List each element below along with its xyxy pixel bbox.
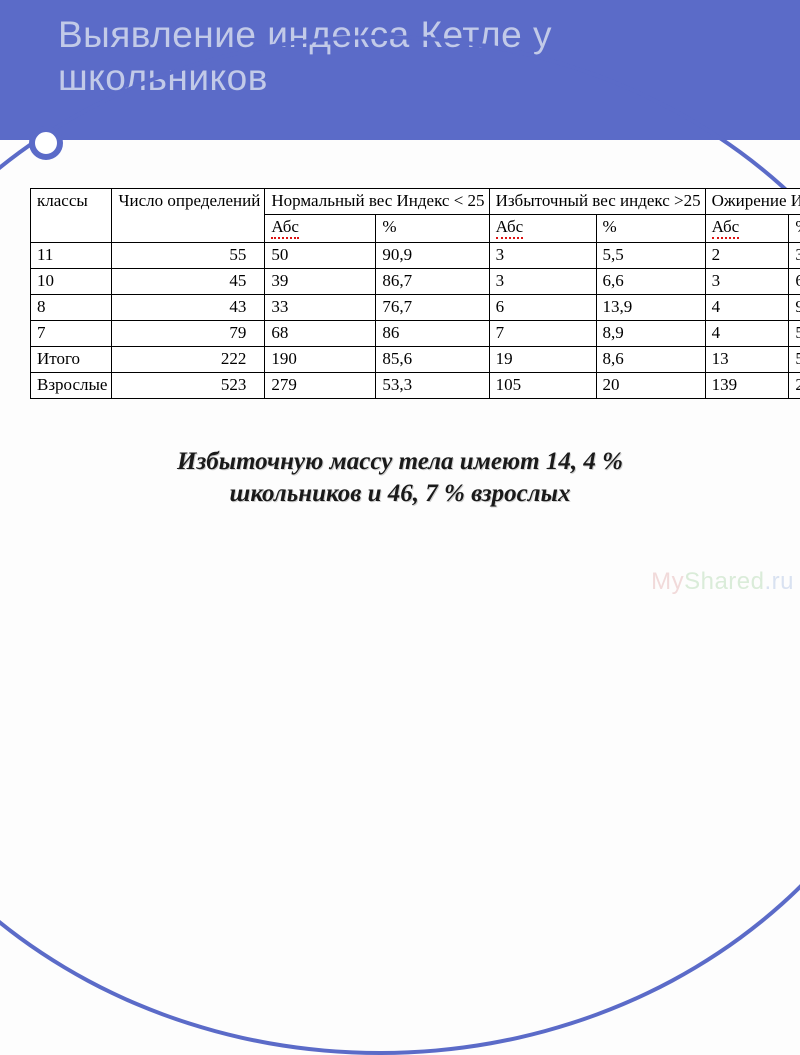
summary-line-1: Избыточную массу тела имеют 14, 4 % [177, 448, 623, 475]
watermark-part: Shared [684, 568, 764, 595]
table-cell: 6,6 [596, 269, 705, 295]
table-cell: 10 [31, 269, 112, 295]
table-cell: 76,7 [376, 295, 489, 321]
table-cell: 3 [705, 269, 789, 295]
table-cell: 20 [596, 373, 705, 399]
table-cell: Итого [31, 347, 112, 373]
table-cell: 86,7 [376, 269, 489, 295]
pct-label: % [596, 215, 705, 243]
table-cell: 3 [489, 243, 596, 269]
slide: Выявление индекса Кетле у школьников кла… [0, 0, 800, 600]
table-cell: 6,6 [789, 269, 800, 295]
table-cell: 8 [31, 295, 112, 321]
data-table-wrap: классы Число определений Нормальный вес … [30, 188, 766, 399]
table-cell: 7 [489, 321, 596, 347]
table-cell: 190 [265, 347, 376, 373]
col-normal: Нормальный вес Индекс < 25 [265, 189, 489, 215]
table-cell: 8,9 [596, 321, 705, 347]
table-cell: 33 [265, 295, 376, 321]
pct-label: % [376, 215, 489, 243]
table-cell: 79 [112, 321, 265, 347]
table-header-row-1: классы Число определений Нормальный вес … [31, 189, 800, 215]
table-row: 11555090,935,523,6 [31, 243, 800, 269]
table-cell: 222 [112, 347, 265, 373]
table-cell: 85,6 [376, 347, 489, 373]
table-cell: 105 [489, 373, 596, 399]
watermark: MyShared.ru [651, 568, 794, 596]
table-cell: 523 [112, 373, 265, 399]
table-cell: 55 [112, 243, 265, 269]
col-obese: Ожирение Индекс>30 [705, 189, 800, 215]
col-count: Число определений [112, 189, 265, 243]
table-cell: 5,5 [596, 243, 705, 269]
pct-label: % [789, 215, 800, 243]
bmi-table: классы Число определений Нормальный вес … [30, 188, 800, 399]
table-cell: 43 [112, 295, 265, 321]
abs-label: Абс [265, 215, 376, 243]
table-cell: 4 [705, 321, 789, 347]
table-cell: 39 [265, 269, 376, 295]
table-cell: 279 [265, 373, 376, 399]
abs-label: Абс [705, 215, 789, 243]
abs-label: Абс [489, 215, 596, 243]
table-row: 8433376,7613,949,3 [31, 295, 800, 321]
table-cell: 5,1 [789, 321, 800, 347]
table-cell: 5,8 [789, 347, 800, 373]
table-cell: 2 [705, 243, 789, 269]
watermark-part: .ru [764, 568, 794, 595]
table-cell: 53,3 [376, 373, 489, 399]
table-row: 779688678,945,1 [31, 321, 800, 347]
table-cell: 86 [376, 321, 489, 347]
table-cell: 50 [265, 243, 376, 269]
table-cell: 4 [705, 295, 789, 321]
table-cell: 3 [489, 269, 596, 295]
table-cell: 139 [705, 373, 789, 399]
watermark-part: My [651, 568, 684, 595]
table-cell: Взрослые [31, 373, 112, 399]
table-row: Итого22219085,6198,6135,8 [31, 347, 800, 373]
table-cell: 13 [705, 347, 789, 373]
col-classes: классы [31, 189, 112, 243]
table-cell: 26,7 [789, 373, 800, 399]
table-cell: 13,9 [596, 295, 705, 321]
table-cell: 68 [265, 321, 376, 347]
table-cell: 19 [489, 347, 596, 373]
table-cell: 7 [31, 321, 112, 347]
table-row: Взрослые52327953,31052013926,7 [31, 373, 800, 399]
table-cell: 6 [489, 295, 596, 321]
table-cell: 3,6 [789, 243, 800, 269]
table-cell: 90,9 [376, 243, 489, 269]
table-cell: 45 [112, 269, 265, 295]
decor-arc-bullet [29, 126, 63, 160]
table-cell: 8,6 [596, 347, 705, 373]
col-over: Избыточный вес индекс >25 [489, 189, 705, 215]
table-cell: 9,3 [789, 295, 800, 321]
table-cell: 11 [31, 243, 112, 269]
summary-text: Избыточную массу тела имеют 14, 4 % школ… [0, 446, 800, 510]
summary-line-2: школьников и 46, 7 % взрослых [230, 480, 571, 507]
table-row: 10453986,736,636,6 [31, 269, 800, 295]
